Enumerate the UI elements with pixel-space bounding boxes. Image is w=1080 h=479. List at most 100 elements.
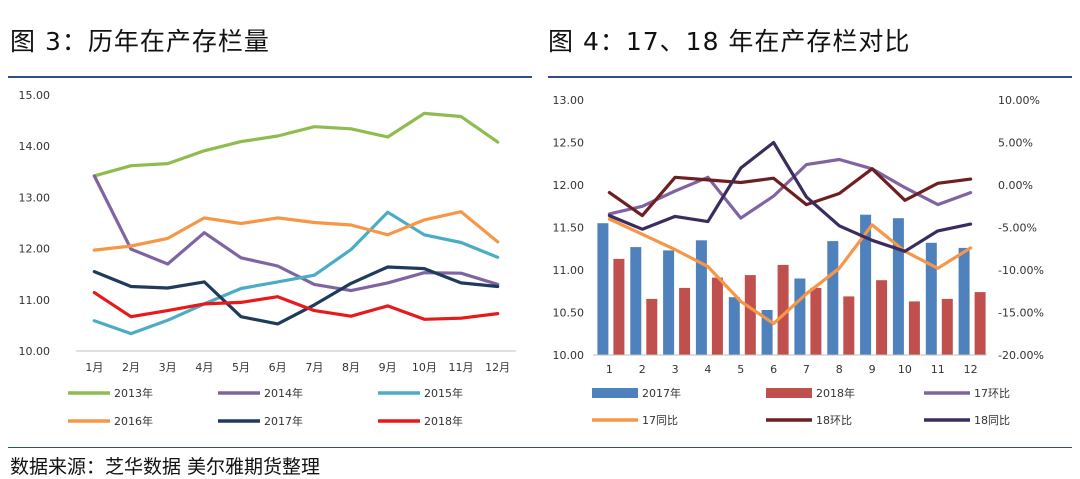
x-tick-label: 6月 bbox=[269, 361, 287, 374]
y-left-tick-label: 10.50 bbox=[553, 307, 585, 320]
legend-label: 2018年 bbox=[424, 414, 463, 428]
legend-label: 17同比 bbox=[642, 414, 678, 427]
y-left-tick-label: 11.00 bbox=[553, 264, 585, 277]
bar-2017年 bbox=[827, 241, 839, 355]
legend-label: 18环比 bbox=[816, 414, 852, 427]
y-tick-label: 13.00 bbox=[19, 191, 51, 204]
series-line-18同比 bbox=[607, 140, 973, 253]
inventory-comparison-combo-chart: 10.00 10.50 11.00 11.50 12.00 12.50 13.00 -20.0… bbox=[553, 94, 1044, 427]
x-tick-label: 4月 bbox=[195, 361, 213, 374]
x-tick-label: 6 bbox=[770, 363, 777, 376]
series-line-17同比 bbox=[607, 217, 973, 326]
bar-2018年 bbox=[974, 292, 986, 355]
series-line-2013年 bbox=[92, 111, 500, 178]
legend-swatch bbox=[592, 388, 638, 398]
legend-label: 2016年 bbox=[114, 414, 153, 428]
bar-2018年 bbox=[744, 275, 756, 355]
y-left-tick-label: 12.50 bbox=[553, 137, 585, 150]
bar-2017年 bbox=[695, 240, 707, 355]
series-line-2015年 bbox=[92, 210, 500, 336]
inventory-history-line-chart: 10.00 11.00 12.00 13.00 14.00 15.00 1月 2月 3月 4月 5月… bbox=[19, 89, 516, 428]
y-right-tick-label: 5.00% bbox=[998, 137, 1033, 150]
bar-2018年 bbox=[908, 301, 920, 355]
y-right-tick-label: -10.00% bbox=[998, 264, 1044, 277]
y-right-tick-label: -20.00% bbox=[998, 349, 1044, 362]
series-line-2016年 bbox=[92, 210, 500, 252]
bar-2018年 bbox=[876, 280, 888, 355]
y-left-tick-label: 10.00 bbox=[553, 349, 585, 362]
bar-2017年 bbox=[860, 214, 872, 355]
x-tick-label: 9 bbox=[869, 363, 876, 376]
x-tick-label: 10月 bbox=[412, 361, 437, 374]
bar-2017年 bbox=[794, 278, 806, 355]
x-tick-label: 1 bbox=[606, 363, 613, 376]
x-tick-label: 3 bbox=[672, 363, 679, 376]
bar-2018年 bbox=[810, 287, 822, 355]
y-tick-label: 11.00 bbox=[19, 294, 51, 307]
legend-label: 2015年 bbox=[424, 386, 463, 400]
bar-2018年 bbox=[613, 258, 625, 355]
y-right-tick-label: -5.00% bbox=[998, 222, 1037, 235]
bar-2017年 bbox=[892, 218, 904, 355]
y-right-tick-label: -15.00% bbox=[998, 307, 1044, 320]
y-tick-label: 12.00 bbox=[19, 243, 51, 256]
bar-2018年 bbox=[711, 277, 723, 355]
bar-2018年 bbox=[777, 264, 789, 355]
x-tick-label: 9月 bbox=[379, 361, 397, 374]
x-tick-label: 3月 bbox=[159, 361, 177, 374]
legend-label: 17环比 bbox=[974, 387, 1010, 400]
series-line-17环比 bbox=[607, 157, 973, 220]
bar-2018年 bbox=[843, 296, 855, 355]
bar-2017年 bbox=[630, 247, 642, 355]
y-left-tick-label: 11.50 bbox=[553, 222, 585, 235]
x-tick-label: 8 bbox=[836, 363, 843, 376]
series-line-18环比 bbox=[607, 167, 973, 218]
figure4-title: 图 4：17、18 年在产存栏对比 bbox=[548, 27, 911, 56]
x-tick-label: 7月 bbox=[305, 361, 323, 374]
legend-label: 2018年 bbox=[816, 386, 855, 400]
x-tick-label: 7 bbox=[803, 363, 810, 376]
bar-2018年 bbox=[941, 298, 953, 355]
x-tick-label: 1月 bbox=[85, 361, 103, 374]
bar-2017年 bbox=[728, 297, 740, 355]
x-tick-label: 12月 bbox=[485, 361, 510, 374]
x-tick-label: 5月 bbox=[232, 361, 250, 374]
figure3-title: 图 3：历年在产存栏量 bbox=[10, 27, 270, 56]
legend-label: 2017年 bbox=[264, 414, 303, 428]
x-tick-label: 12 bbox=[964, 363, 978, 376]
legend-label: 2013年 bbox=[114, 386, 153, 400]
legend-label: 2014年 bbox=[264, 386, 303, 400]
bar-2017年 bbox=[925, 242, 937, 355]
figure3-title-rule bbox=[8, 76, 532, 78]
y-left-tick-label: 13.00 bbox=[553, 94, 585, 107]
figure4-title-rule bbox=[548, 76, 1072, 78]
bottom-rule bbox=[8, 447, 1072, 448]
series-line-2014年 bbox=[92, 174, 500, 293]
bar-2017年 bbox=[761, 310, 773, 355]
y-left-tick-label: 12.00 bbox=[553, 179, 585, 192]
y-right-tick-label: 10.00% bbox=[998, 94, 1040, 107]
y-tick-label: 14.00 bbox=[19, 140, 51, 153]
bar-2018年 bbox=[646, 298, 658, 355]
series-line-2017年 bbox=[92, 265, 500, 326]
x-tick-label: 5 bbox=[737, 363, 744, 376]
x-tick-label: 2月 bbox=[122, 361, 140, 374]
source-note: 数据来源：芝华数据 美尔雅期货整理 bbox=[10, 456, 321, 478]
bar-2017年 bbox=[663, 250, 675, 355]
x-tick-label: 10 bbox=[898, 363, 912, 376]
x-tick-label: 4 bbox=[704, 363, 711, 376]
y-right-tick-label: 0.00% bbox=[998, 179, 1033, 192]
series-line-2018年 bbox=[92, 291, 500, 321]
bar-2017年 bbox=[597, 223, 609, 355]
x-tick-label: 11月 bbox=[449, 361, 474, 374]
bar-2018年 bbox=[679, 287, 691, 355]
x-tick-label: 8月 bbox=[342, 361, 360, 374]
y-tick-label: 15.00 bbox=[19, 89, 51, 102]
x-tick-label: 11 bbox=[931, 363, 945, 376]
legend-swatch bbox=[766, 388, 812, 398]
x-tick-label: 2 bbox=[639, 363, 646, 376]
legend-label: 18同比 bbox=[974, 414, 1010, 427]
y-tick-label: 10.00 bbox=[19, 345, 51, 358]
legend-label: 2017年 bbox=[642, 386, 681, 400]
bar-2017年 bbox=[958, 247, 970, 355]
